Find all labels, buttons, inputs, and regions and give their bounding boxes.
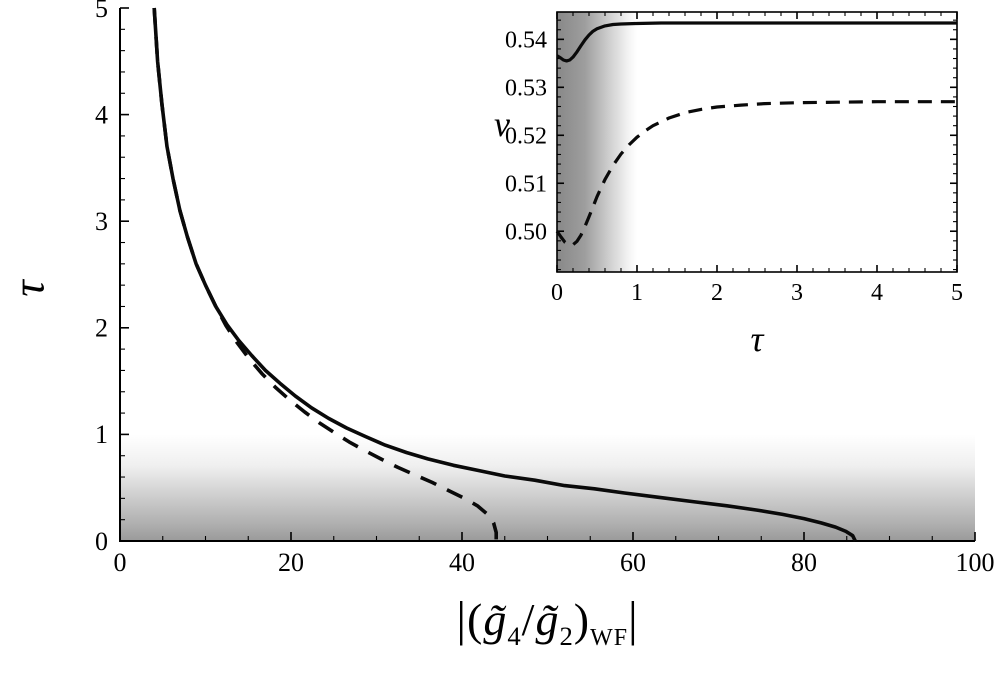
main-curve-solid bbox=[152, 7, 857, 542]
inset-x-axis-label: τ bbox=[750, 319, 764, 359]
main-y-tick-label: 4 bbox=[95, 100, 108, 129]
inset-x-tick-label: 0 bbox=[551, 280, 563, 306]
g4-symbol: g̃ bbox=[483, 594, 508, 645]
inset-y-tick-label: 0.50 bbox=[505, 219, 547, 245]
main-x-tick-label: 20 bbox=[278, 548, 304, 577]
main-x-tick-label: 60 bbox=[620, 548, 646, 577]
inset-curve-dashed bbox=[555, 100, 957, 247]
main-x-tick-label: 40 bbox=[449, 548, 475, 577]
paren-open: ( bbox=[467, 594, 484, 645]
inset-plot: 0 1 2 3 4 5 0.50 0.51 0.52 0.53 0.54 bbox=[505, 11, 963, 306]
inset-y-axis-label: ν bbox=[494, 104, 510, 144]
inset-x-tick-label: 1 bbox=[631, 280, 643, 306]
main-y-tick-label: 1 bbox=[95, 420, 108, 449]
paren-close: ) bbox=[573, 594, 591, 645]
abs-bar-open: | bbox=[456, 593, 467, 646]
main-x-axis-label: |(g̃4/g̃2)WF| bbox=[120, 592, 975, 650]
main-shaded-region bbox=[120, 434, 975, 541]
inset-curve-solid bbox=[556, 21, 957, 63]
main-curve-dashed bbox=[152, 7, 498, 541]
inset-x-tick-label: 3 bbox=[791, 280, 803, 306]
fraction-slash: / bbox=[521, 594, 536, 645]
main-y-tick-label: 5 bbox=[95, 0, 108, 23]
inset-shaded-region bbox=[557, 12, 637, 272]
inset-y-tick-label: 0.52 bbox=[505, 123, 547, 149]
wf-subscript: WF bbox=[590, 625, 628, 652]
inset-x-tick-label: 5 bbox=[951, 280, 963, 306]
main-x-tick-label: 0 bbox=[114, 548, 127, 577]
main-y-tick-label: 0 bbox=[95, 527, 108, 556]
g2-symbol: g̃ bbox=[535, 594, 560, 645]
inset-ticks: 0 1 2 3 4 5 0.50 0.51 0.52 0.53 0.54 bbox=[505, 12, 963, 306]
inset-x-tick-label: 4 bbox=[871, 280, 883, 306]
inset-y-tick-label: 0.53 bbox=[505, 75, 547, 101]
main-y-axis-label: τ bbox=[2, 280, 54, 297]
main-x-tick-label: 80 bbox=[791, 548, 817, 577]
abs-bar-close: | bbox=[627, 593, 639, 646]
g4-subscript: 4 bbox=[507, 621, 522, 652]
g2-subscript: 2 bbox=[559, 621, 574, 652]
inset-y-tick-label: 0.51 bbox=[505, 171, 547, 197]
inset-frame bbox=[556, 11, 958, 273]
main-x-tick-label: 100 bbox=[956, 548, 995, 577]
main-y-tick-label: 3 bbox=[95, 207, 108, 236]
inset-y-tick-label: 0.54 bbox=[505, 28, 547, 54]
inset-x-tick-label: 2 bbox=[711, 280, 723, 306]
main-y-tick-label: 2 bbox=[95, 314, 108, 343]
